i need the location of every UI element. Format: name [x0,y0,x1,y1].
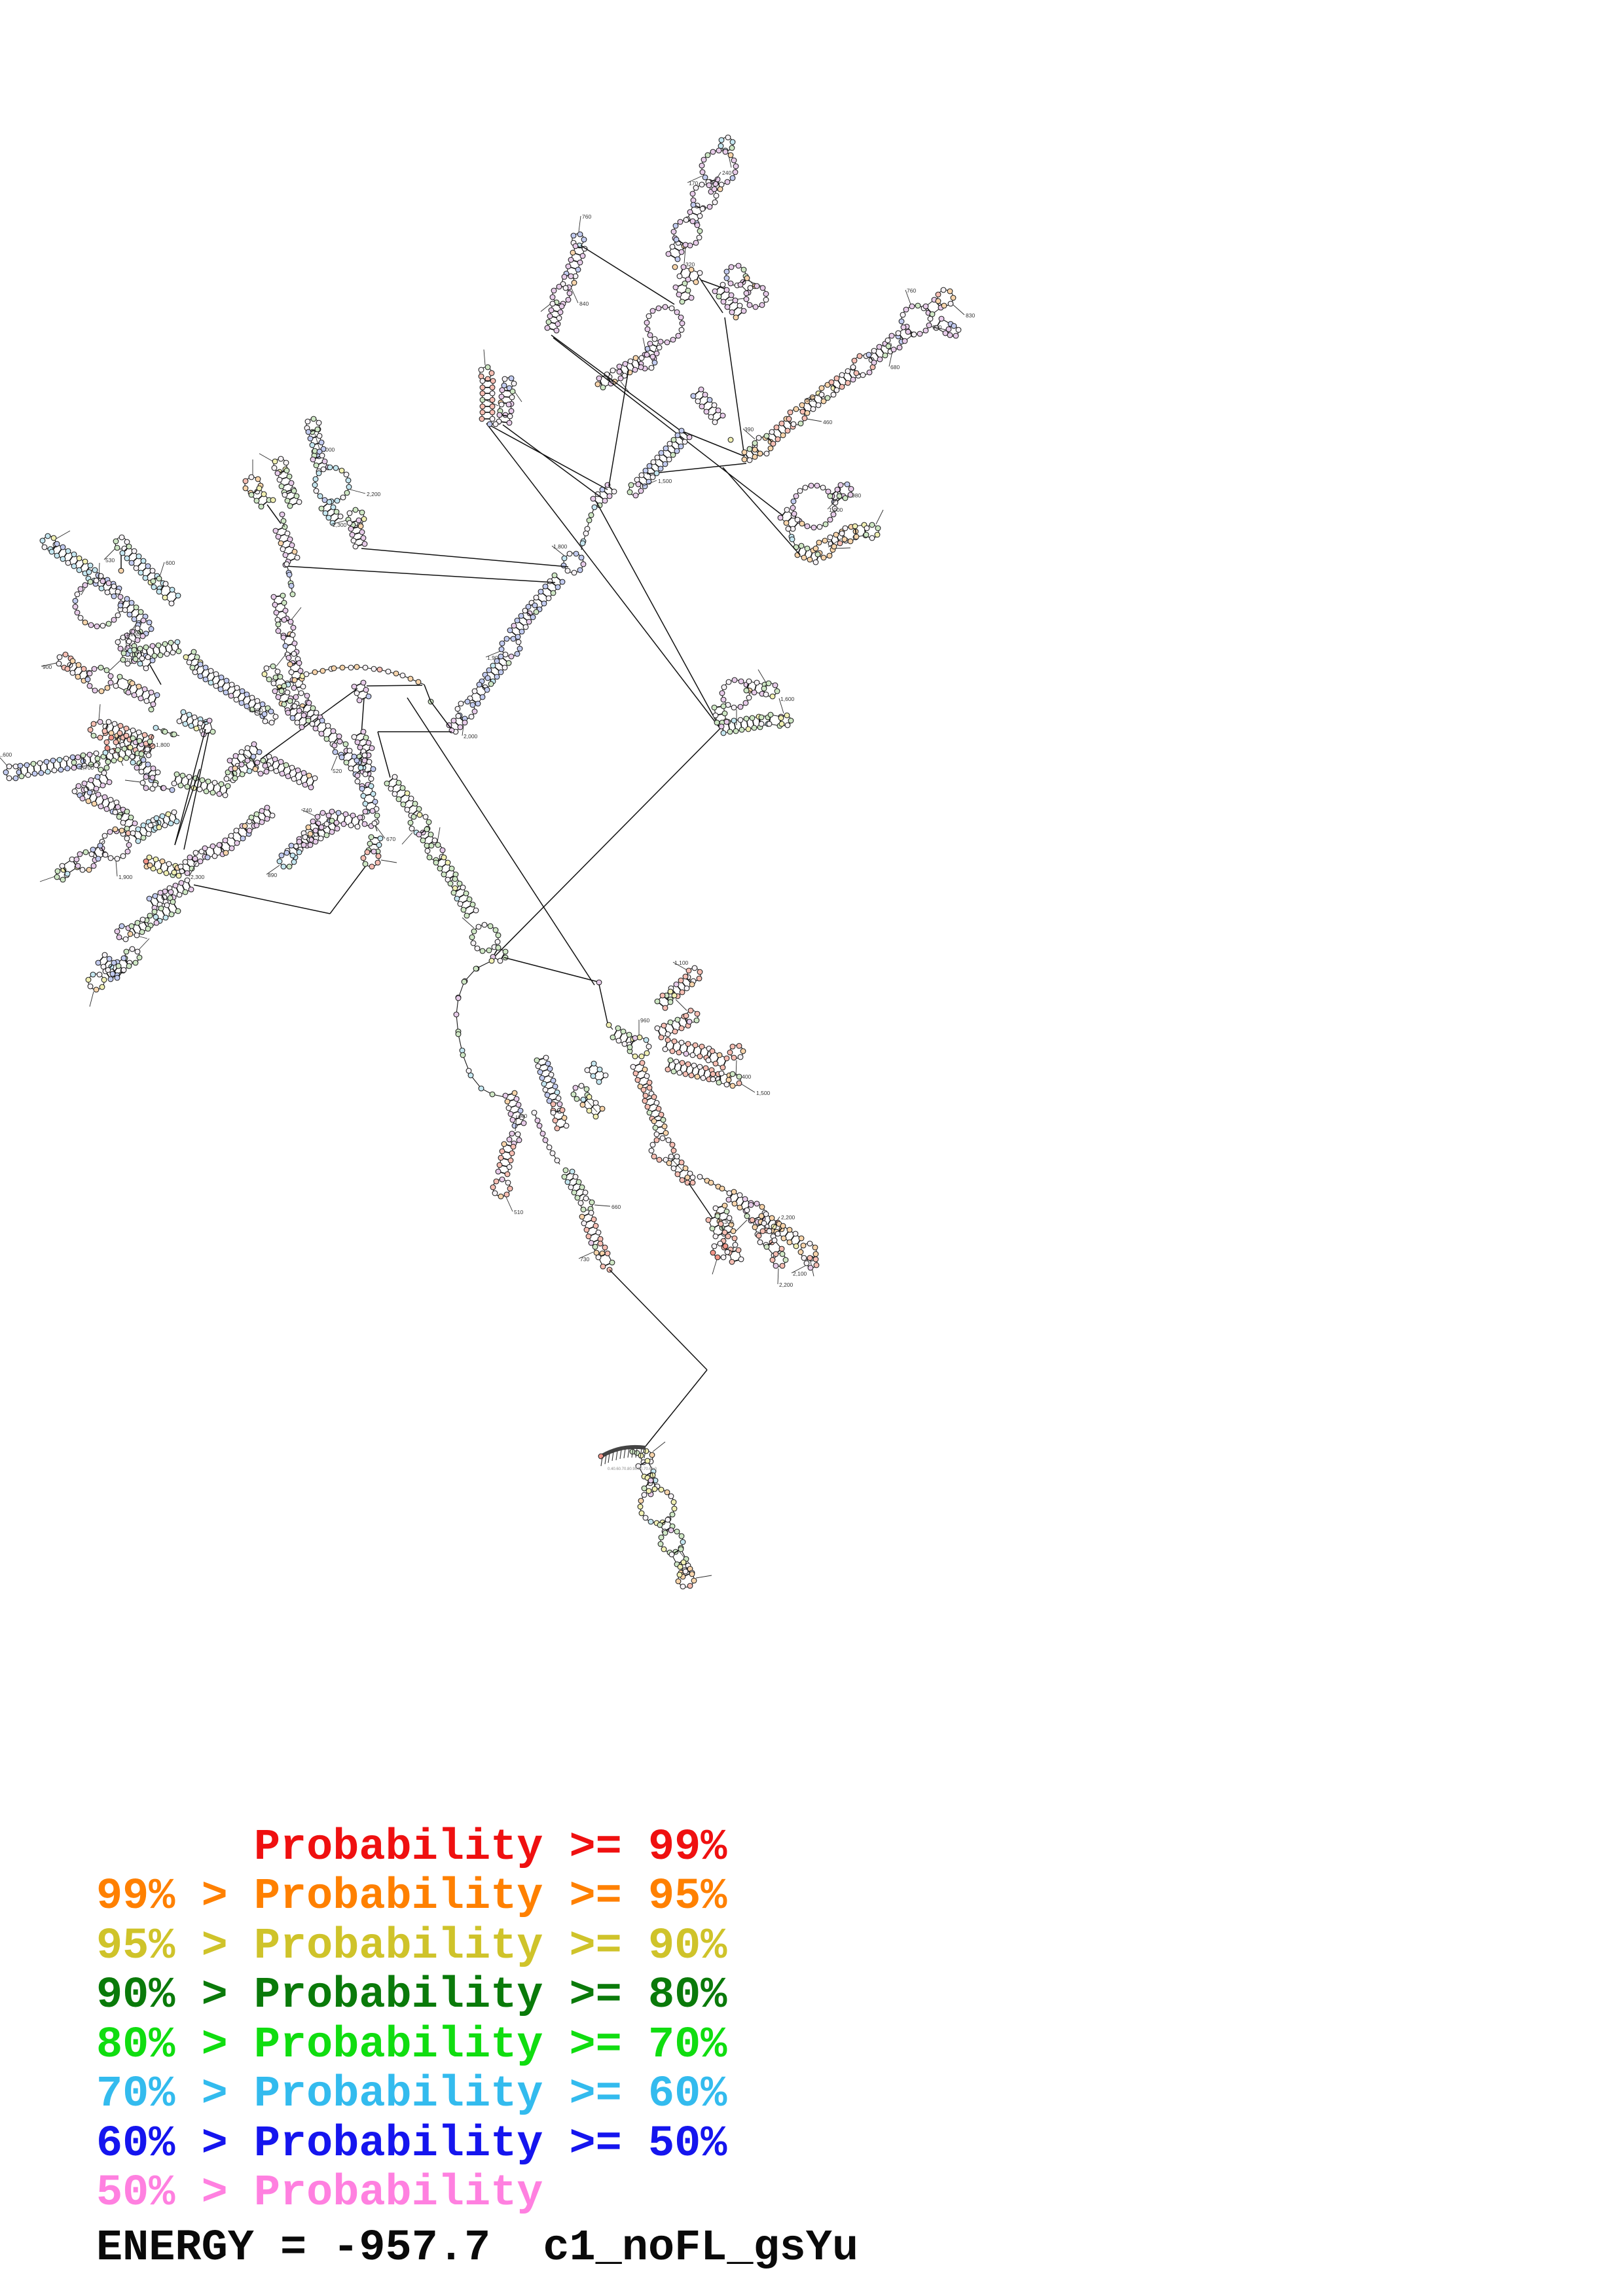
svg-text:830: 830 [966,312,975,319]
svg-text:530: 530 [806,397,815,403]
svg-text:680: 680 [890,364,900,370]
svg-text:460: 460 [823,419,832,425]
svg-text:760: 760 [907,287,916,294]
svg-text:660: 660 [611,1204,621,1210]
svg-text:900: 900 [932,324,941,331]
svg-text:760: 760 [582,213,591,220]
svg-text:2,200: 2,200 [367,491,381,497]
svg-text:440: 440 [518,1113,527,1119]
svg-text:730: 730 [580,1256,589,1263]
svg-text:240: 240 [722,170,731,176]
svg-text:390: 390 [744,426,754,433]
svg-text:2,300: 2,300 [333,522,347,528]
svg-text:1,700: 1,700 [80,764,94,771]
svg-text:1,600: 1,600 [780,696,795,702]
svg-text:320: 320 [685,261,695,268]
svg-text:1,500: 1,500 [658,478,672,484]
svg-text:510: 510 [514,1209,523,1215]
svg-text:670: 670 [386,836,395,842]
svg-text:520: 520 [333,768,342,774]
svg-text:1,100: 1,100 [126,631,140,637]
svg-text:1,800: 1,800 [156,742,170,748]
svg-text:890: 890 [268,872,277,878]
svg-text:2,300: 2,300 [720,1219,734,1225]
svg-text:0.40.60.70.80.90.80.70.60.0: 0.40.60.70.80.90.80.70.60.0 [608,1467,657,1471]
svg-text:960: 960 [640,1017,649,1024]
svg-text:1,500: 1,500 [756,1090,771,1096]
svg-text:600: 600 [166,560,175,566]
svg-text:2,100: 2,100 [793,1270,807,1277]
svg-text:1,800: 1,800 [553,543,568,550]
svg-text:530: 530 [105,557,115,564]
svg-text:1,900: 1,900 [487,655,501,661]
svg-text:1,400: 1,400 [737,1073,752,1080]
svg-text:1,000: 1,000 [829,507,843,513]
svg-text:2,300: 2,300 [191,874,205,880]
svg-text:900: 900 [43,664,52,670]
svg-text:1,600: 1,600 [0,751,12,758]
svg-text:840: 840 [579,300,589,307]
svg-text:1,900: 1,900 [119,874,133,880]
svg-text:2,000: 2,000 [321,446,335,453]
svg-text:970: 970 [122,657,132,664]
svg-text:1,200: 1,200 [249,707,263,713]
svg-text:980: 980 [852,492,861,499]
svg-text:1,100: 1,100 [674,960,689,966]
svg-text:2,200: 2,200 [781,1214,795,1221]
svg-text:170: 170 [689,180,698,187]
svg-text:2,200: 2,200 [779,1282,793,1288]
svg-text:2,000: 2,000 [464,733,478,740]
svg-text:740: 740 [302,807,312,814]
